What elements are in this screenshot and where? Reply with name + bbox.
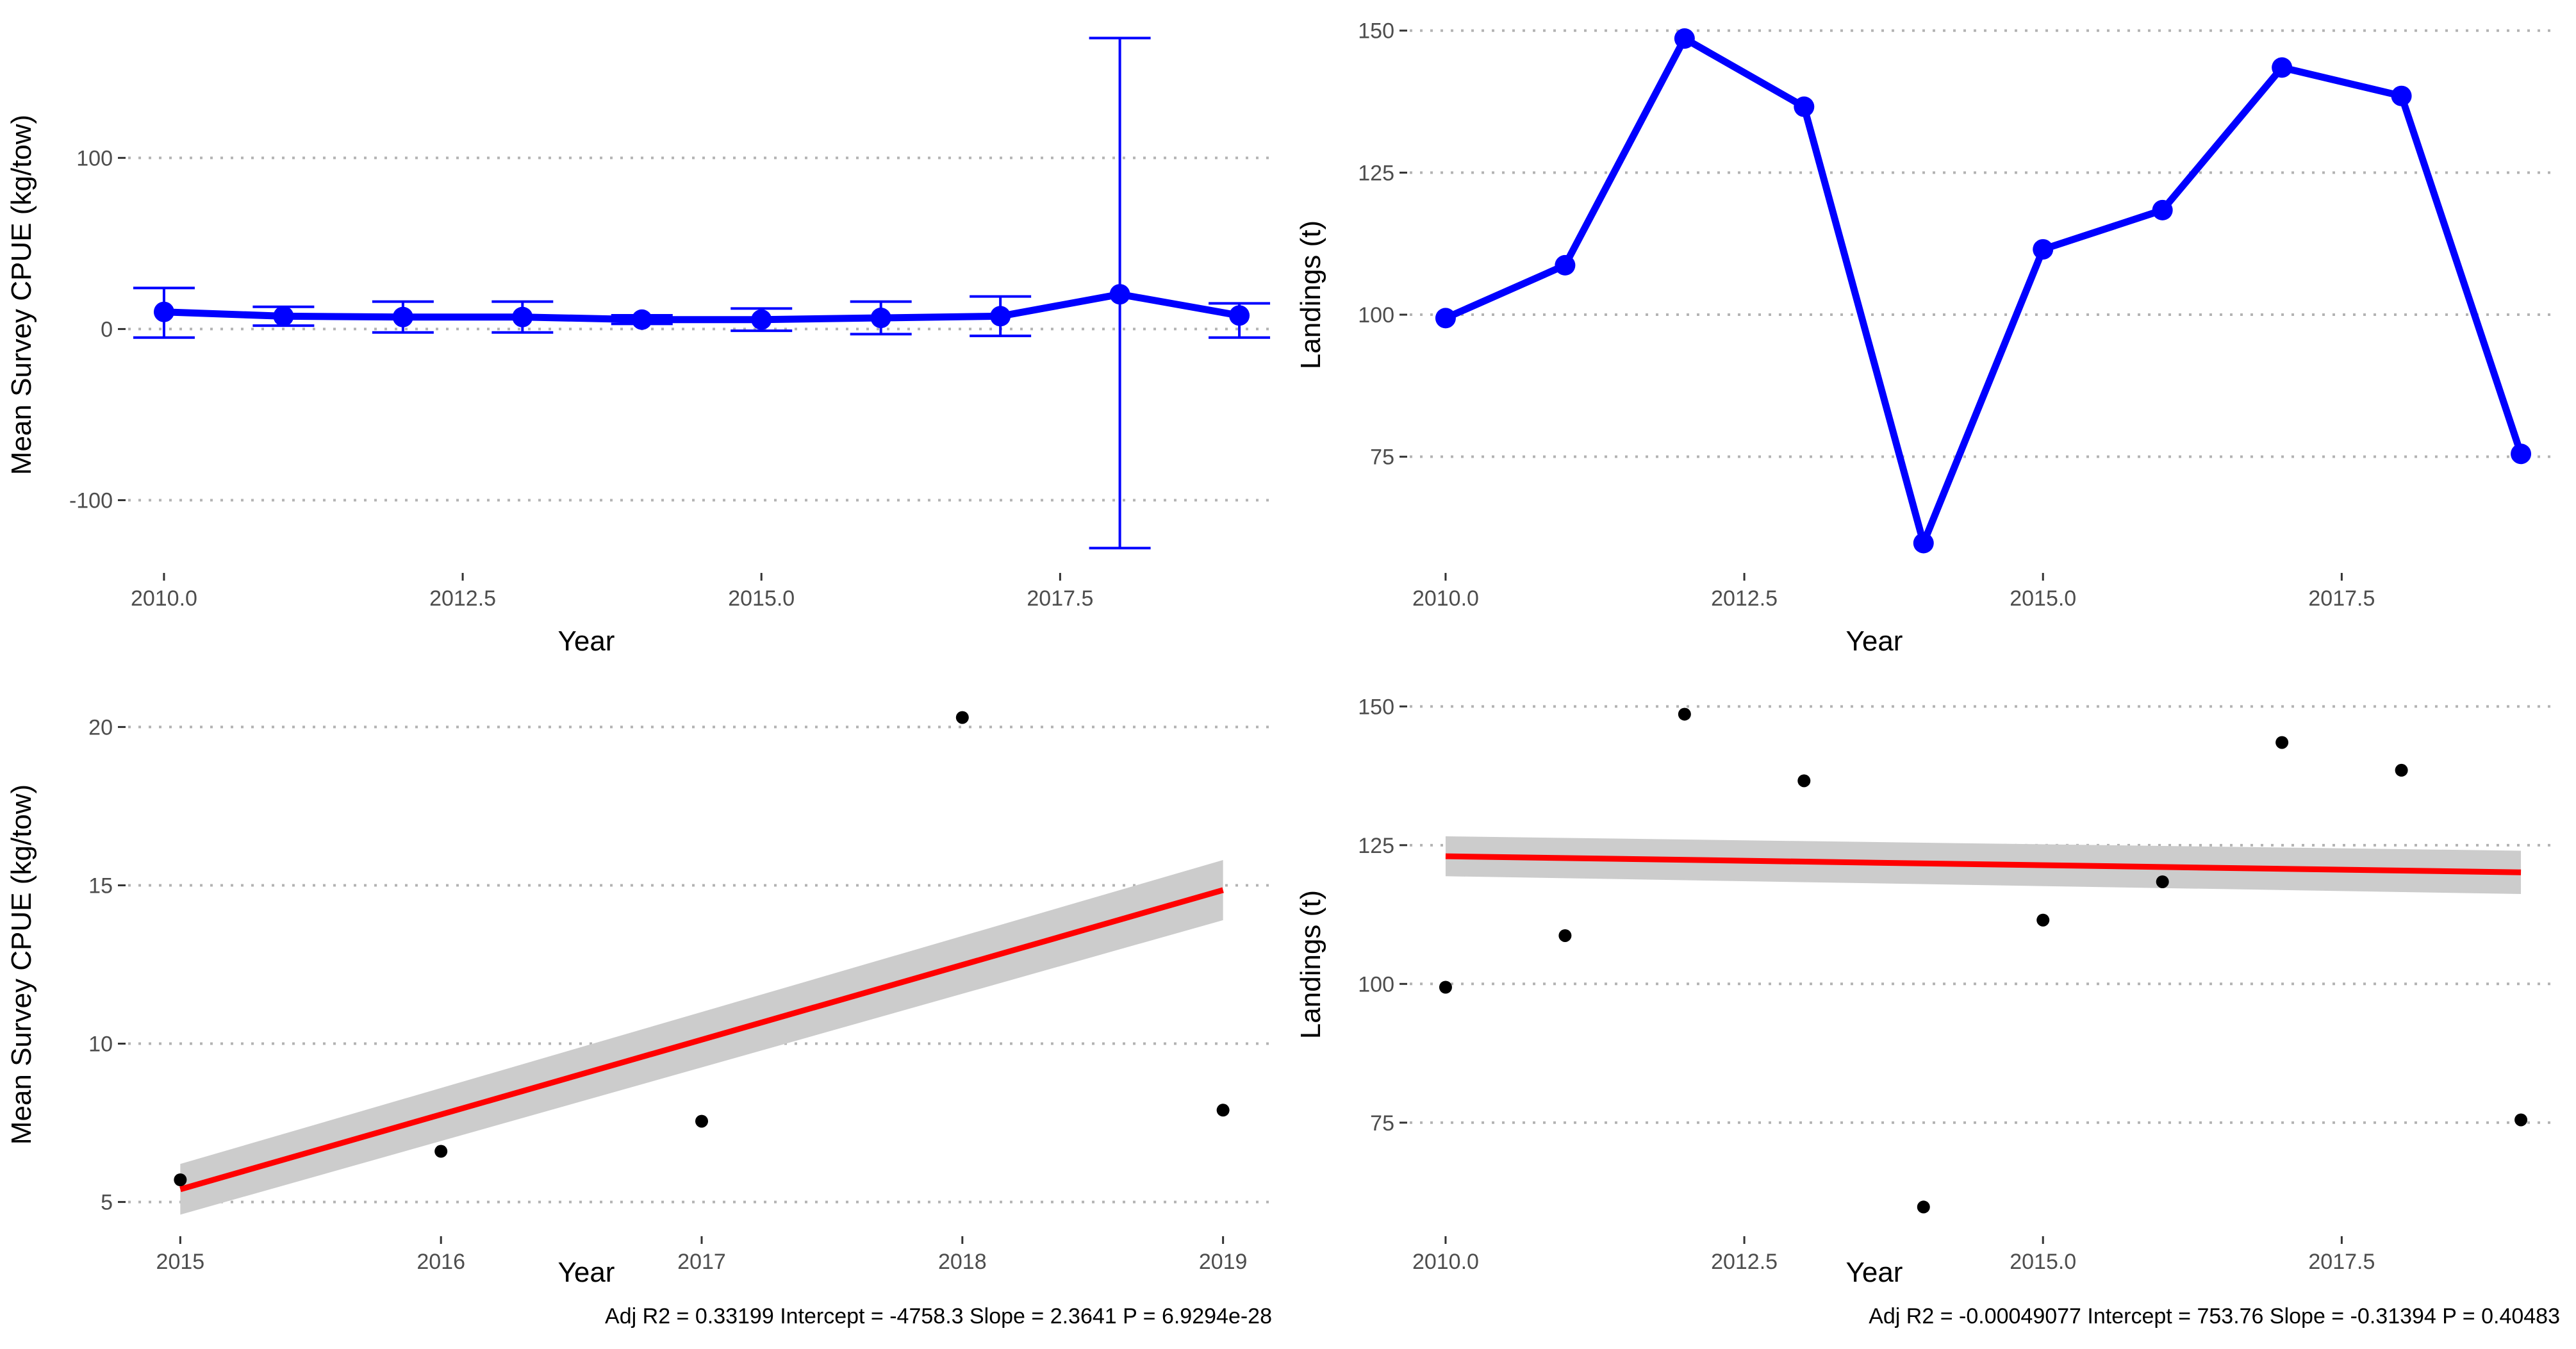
data-point [2156,875,2169,888]
x-tick-label: 2017.5 [1027,586,1093,611]
data-point [2391,85,2412,106]
x-tick-label: 2016 [417,1250,465,1274]
y-tick-label: 0 [101,317,113,342]
y-tick-label: -100 [69,488,113,513]
data-point [392,306,413,327]
x-tick-label: 2015.0 [2010,1250,2076,1274]
y-tick-label: 20 [88,715,113,740]
x-tick-label: 2012.5 [1711,1250,1778,1274]
data-point [2033,239,2054,260]
data-point [153,301,174,322]
fit-line [179,887,1224,1193]
x-axis-title: Year [1846,625,1903,657]
data-point [1794,96,1815,117]
data-point [1678,708,1691,721]
data-point [751,309,772,330]
x-tick-label: 2010.0 [1412,586,1479,611]
fit-line [1445,853,2522,875]
series-line [163,290,1241,324]
chart-panel-1: -100 0 100 2010.0 2012.5 2015.0 2017.5 Year Mean… [6,37,1275,657]
x-tick-label: 2015.0 [2010,586,2076,611]
data-point [174,1173,187,1186]
data-point [2395,763,2408,777]
y-tick-label: 100 [76,146,113,170]
x-tick-label: 2017.5 [2308,1250,2375,1274]
data-point [1439,981,1452,994]
x-tick-label: 2017 [677,1250,726,1274]
x-tick-label: 2015 [156,1250,205,1274]
data-point [1674,28,1695,49]
x-axis-title: Year [1846,1257,1903,1288]
y-tick-label: 15 [88,873,113,898]
y-axis-title: Landings (t) [1295,220,1326,369]
data-point [2152,199,2173,220]
data-point [2514,1113,2528,1127]
data-point [695,1114,708,1128]
y-tick-label: 5 [101,1191,113,1215]
data-point [273,306,294,327]
chart-panel-3: 5 10 15 20 2015 2016 2017 2018 2019 Year Mean Surv… [6,711,1275,1328]
y-tick-label: 100 [1358,303,1394,327]
y-tick-label: 150 [1358,19,1394,44]
series-line [1444,35,2525,547]
data-point [1229,305,1250,326]
x-axis-title: Year [558,625,615,657]
x-tick-label: 2010.0 [1412,1250,1479,1274]
data-point [1917,1200,1930,1214]
data-point [990,306,1011,327]
y-tick-label: 10 [88,1032,113,1057]
data-point [2272,57,2293,78]
y-tick-label: 75 [1370,445,1394,470]
chart-panel-2: 75 100 125 150 2010.0 2012.5 2015.0 2017.5 Year L… [1295,19,2557,657]
x-tick-label: 2015.0 [728,586,795,611]
x-axis-title: Year [558,1257,615,1288]
data-point [955,711,969,724]
y-tick-label: 125 [1358,834,1394,858]
data-point [1216,1104,1230,1117]
data-point [631,309,652,330]
data-point [2511,443,2532,465]
y-axis-title: Mean Survey CPUE (kg/tow) [6,784,37,1145]
y-tick-label: 150 [1358,695,1394,719]
x-tick-label: 2012.5 [429,586,496,611]
x-tick-label: 2017.5 [2308,586,2375,611]
chart-panel-4: 75 100 125 150 2010.0 2012.5 2015.0 2017.5 Year L… [1295,695,2560,1328]
data-point [512,306,533,327]
data-point [434,1145,448,1158]
regression-stats-text: Adj R2 = 0.33199 Intercept = -4758.3 Slo… [605,1304,1272,1328]
data-point [1797,774,1811,788]
data-point [1435,308,1456,329]
data-point [2036,913,2050,927]
x-tick-label: 2018 [938,1250,987,1274]
data-point [2275,736,2289,749]
y-axis-title: Landings (t) [1295,890,1326,1039]
y-tick-label: 75 [1370,1111,1394,1136]
data-point [1558,929,1572,942]
y-axis-title: Mean Survey CPUE (kg/tow) [6,115,37,475]
y-tick-label: 100 [1358,972,1394,997]
data-point [1913,533,1934,554]
x-tick-label: 2019 [1199,1250,1248,1274]
data-point [870,308,891,329]
data-point [1555,254,1576,276]
x-tick-label: 2010.0 [131,586,197,611]
regression-stats-text: Adj R2 = -0.00049077 Intercept = 753.76 … [1869,1304,2560,1328]
data-point [1109,284,1130,305]
x-tick-label: 2012.5 [1711,586,1778,611]
y-tick-label: 125 [1358,161,1394,185]
